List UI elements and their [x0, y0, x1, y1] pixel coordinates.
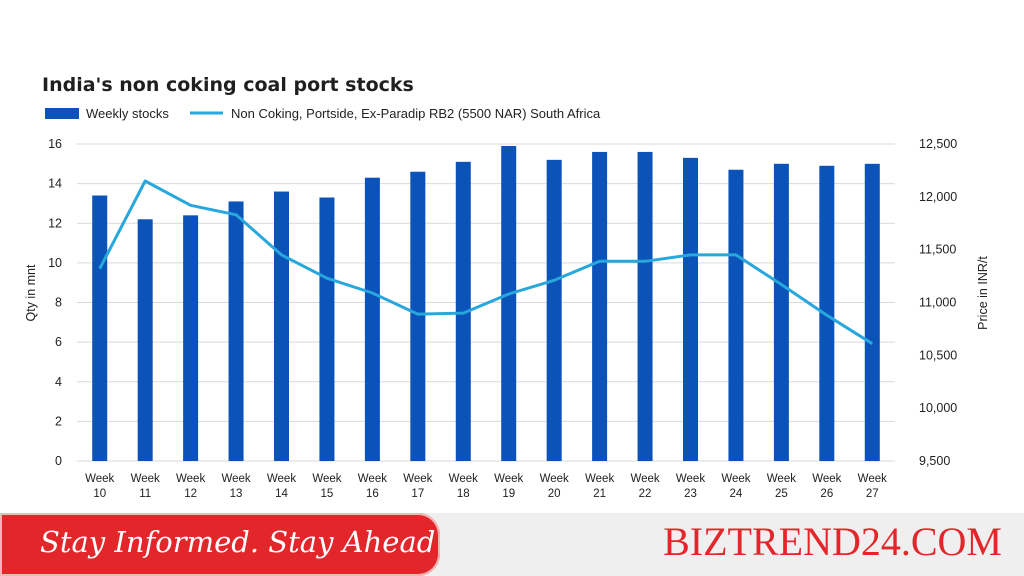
bar	[637, 151, 653, 462]
bar	[773, 163, 789, 461]
right-axis-label: Price in INR/t	[976, 256, 990, 330]
y-tick-label: 10	[48, 256, 62, 270]
x-tick-label: Week 19	[494, 473, 523, 500]
right-axis-ticks: 9,500 10,000 10,500 11,000 11,500 12,000 12,50…	[919, 137, 957, 468]
chart-title: India's non coking coal port stocks	[42, 74, 414, 96]
legend-label-price-line: Non Coking, Portside, Ex-Paradip RB2 (55…	[231, 106, 601, 121]
bar	[819, 165, 835, 461]
y-tick-label: 14	[48, 177, 62, 191]
y2-tick-label: 12,500	[919, 137, 957, 151]
bar	[137, 219, 153, 461]
bar	[592, 151, 608, 462]
bar	[274, 191, 289, 462]
bar	[728, 169, 744, 461]
bar	[410, 171, 426, 462]
legend-swatch-weekly-stocks	[45, 108, 79, 119]
left-axis-label: Qty in mnt	[24, 264, 38, 321]
bar	[864, 163, 880, 461]
x-tick-label: Week 20	[540, 473, 569, 500]
x-tick-label: Week 14	[267, 473, 296, 500]
bar	[455, 161, 471, 462]
bar	[546, 159, 562, 461]
tagline-text: Stay Informed. Stay Ahead	[40, 525, 436, 559]
x-tick-label: Week 27	[858, 473, 887, 500]
bar	[183, 215, 199, 461]
bar	[364, 177, 380, 461]
x-axis-ticks: Week 10 Week 11 Week 12 Week 13 Week 14 Week 15 Week…	[85, 473, 887, 500]
x-tick-label: Week 17	[403, 473, 432, 500]
bar	[228, 201, 244, 462]
x-tick-label: Week 26	[812, 473, 841, 500]
legend: Weekly stocks Non Coking, Portside, Ex-P…	[45, 106, 601, 121]
x-tick-label: Week 10	[85, 473, 114, 500]
legend-label-weekly-stocks: Weekly stocks	[86, 106, 169, 121]
y-tick-label: 16	[48, 137, 62, 151]
x-tick-label: Week 22	[630, 473, 659, 500]
y2-tick-label: 10,500	[919, 348, 957, 362]
y2-tick-label: 10,000	[919, 401, 957, 415]
y2-tick-label: 9,500	[919, 454, 950, 468]
y-tick-label: 2	[55, 414, 62, 428]
x-tick-label: Week 16	[358, 473, 387, 500]
x-tick-label: Week 13	[221, 473, 250, 500]
x-tick-label: Week 12	[176, 473, 205, 500]
bar	[501, 145, 517, 461]
y-tick-label: 6	[55, 335, 62, 349]
bar	[92, 195, 108, 461]
bar-series	[92, 145, 880, 462]
x-tick-label: Week 15	[312, 473, 341, 500]
brand-logo-text[interactable]: BIZTREND24.COM	[663, 519, 1002, 564]
left-axis-ticks: 0 2 4 6 8 10 12 14 16	[48, 137, 62, 468]
x-tick-label: Week 24	[721, 473, 750, 500]
y2-tick-label: 11,000	[919, 296, 956, 310]
price-line	[98, 179, 874, 345]
x-tick-label: Week 21	[585, 473, 614, 500]
chart: India's non coking coal port stocks Week…	[24, 74, 990, 500]
y-tick-label: 8	[55, 296, 62, 310]
x-tick-label: Week 25	[767, 473, 796, 500]
y2-tick-label: 12,000	[919, 190, 957, 204]
y-tick-label: 0	[55, 454, 62, 468]
bar	[683, 157, 698, 461]
line-series	[98, 179, 874, 345]
x-tick-label: Week 23	[676, 473, 705, 500]
y-tick-label: 4	[55, 375, 62, 389]
x-tick-label: Week 18	[449, 473, 478, 500]
tagline-box	[0, 513, 440, 576]
x-tick-label: Week 11	[131, 473, 160, 500]
y-tick-label: 12	[48, 216, 62, 230]
y2-tick-label: 11,500	[919, 243, 956, 257]
bar	[319, 197, 335, 461]
